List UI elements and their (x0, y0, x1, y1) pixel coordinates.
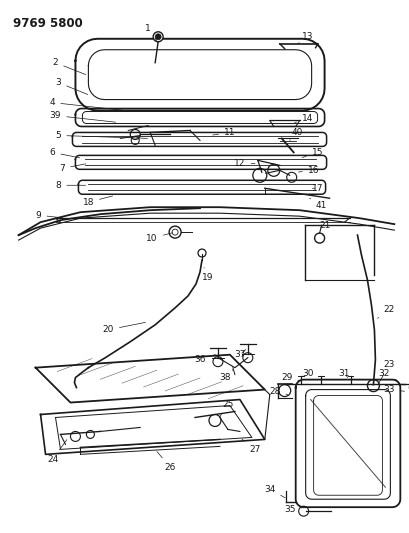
Text: 36: 36 (194, 354, 215, 364)
Text: 34: 34 (263, 484, 285, 498)
Text: 13: 13 (297, 33, 312, 44)
Text: 25: 25 (219, 400, 233, 417)
Circle shape (155, 34, 161, 40)
Text: 10: 10 (146, 233, 172, 243)
Text: 29: 29 (280, 373, 299, 382)
Text: 7: 7 (59, 164, 85, 173)
Text: 2: 2 (53, 58, 85, 75)
Text: 14: 14 (294, 114, 312, 123)
Text: 5: 5 (56, 131, 147, 140)
Text: 16: 16 (298, 166, 319, 175)
Text: 18: 18 (83, 196, 112, 207)
Text: 24: 24 (47, 440, 67, 464)
Text: 3: 3 (56, 78, 88, 94)
Text: 39: 39 (49, 111, 115, 122)
Text: 32: 32 (378, 369, 396, 381)
Text: 22: 22 (377, 305, 394, 318)
Text: 9769 5800: 9769 5800 (13, 17, 82, 30)
Text: 41: 41 (309, 198, 326, 209)
Text: 33: 33 (383, 385, 404, 394)
Text: 9: 9 (36, 211, 63, 220)
Text: 35: 35 (283, 505, 304, 514)
Text: 30: 30 (301, 369, 319, 379)
Text: 20: 20 (102, 322, 145, 334)
Text: 6: 6 (49, 148, 79, 158)
Text: 31: 31 (338, 369, 349, 378)
Text: 26: 26 (157, 451, 175, 472)
Text: 21: 21 (318, 221, 330, 236)
Text: 4: 4 (49, 98, 122, 110)
Text: 15: 15 (301, 148, 323, 157)
Text: 8: 8 (56, 181, 85, 190)
Circle shape (153, 32, 163, 42)
Text: 40: 40 (289, 128, 303, 140)
Text: 12: 12 (234, 159, 254, 168)
Text: 27: 27 (241, 439, 260, 454)
Text: 19: 19 (202, 268, 213, 282)
Text: 23: 23 (378, 360, 394, 383)
Text: 38: 38 (219, 370, 232, 382)
Text: 28: 28 (268, 387, 287, 396)
Text: 11: 11 (212, 128, 235, 137)
Text: 37: 37 (234, 350, 245, 359)
Text: 17: 17 (311, 184, 323, 193)
Text: 1: 1 (145, 25, 156, 41)
